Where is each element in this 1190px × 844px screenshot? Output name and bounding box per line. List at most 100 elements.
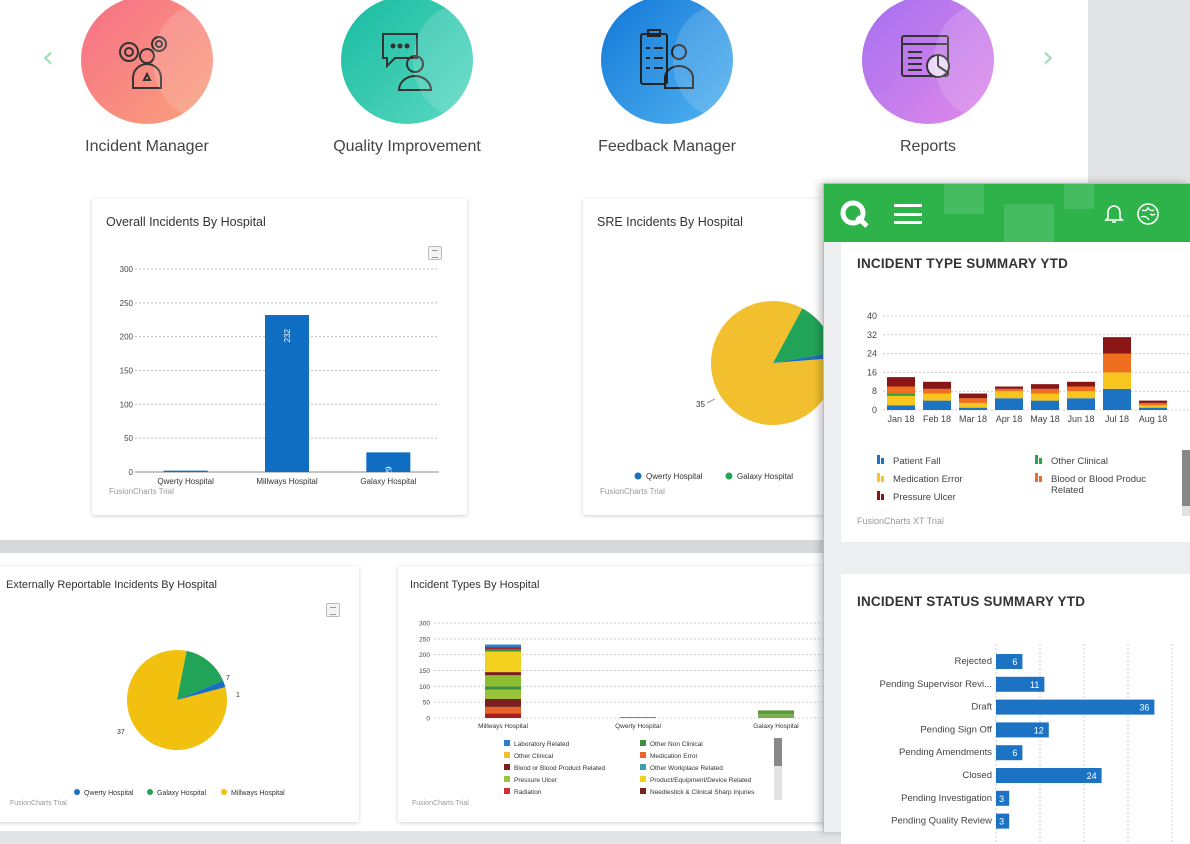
legend-label: Other Workplace Related (650, 765, 723, 772)
legend-marker (640, 764, 646, 770)
bar-segment (485, 651, 521, 673)
x-tick-label: Feb 18 (923, 414, 951, 424)
chevron-left-icon[interactable]: ‹ (42, 40, 54, 75)
bar-segment (1103, 388, 1131, 410)
bar-segment (923, 400, 951, 410)
legend-scroll-thumb (774, 738, 782, 766)
bar-segment (758, 710, 794, 715)
incident-status-summary-card: INCIDENT STATUS SUMMARY YTD Rejected 6 Pen… (841, 574, 1190, 844)
bar-segment (1103, 353, 1131, 373)
incident-status-summary-chart: Rejected 6 Pending Supervisor Revi... 11 Dra… (880, 644, 1173, 844)
bar-segment (485, 699, 521, 707)
bar-segment (485, 672, 521, 676)
trial-watermark: FusionCharts XT Trial (857, 516, 944, 526)
overall-incidents-card: Overall Incidents By Hospital 0 50 100 150 2… (92, 199, 467, 515)
legend-marker (640, 752, 646, 758)
trial-watermark: FusionCharts Trial (412, 800, 469, 807)
bar (366, 452, 411, 472)
module-circle[interactable] (862, 0, 994, 124)
y-tick-label: Rejected (955, 656, 993, 667)
legend-label: Millways Hospital (231, 790, 285, 797)
module-circle[interactable] (341, 0, 473, 124)
pie-label: 1 (236, 692, 240, 699)
module-quality-improvement[interactable]: Quality Improvement (307, 0, 507, 156)
module-reports[interactable]: Reports (828, 0, 1028, 156)
y-tick-label: 100 (419, 684, 430, 691)
legend-label: Radiation (514, 789, 542, 796)
bar (996, 813, 1010, 829)
bar-segment (1067, 391, 1095, 399)
chart-menu-icon[interactable] (428, 246, 442, 260)
report-pie-icon (901, 35, 950, 78)
y-tick-label: 300 (419, 621, 430, 628)
x-tick-label: Aug 18 (1139, 414, 1168, 424)
gears-person-icon (119, 36, 167, 89)
x-tick-label: Qwerty Hospital (615, 723, 661, 730)
bar (996, 676, 1045, 692)
x-tick-label: Millways Hospital (478, 723, 528, 730)
y-tick-label: 40 (867, 311, 877, 321)
y-tick-label: 50 (423, 700, 431, 707)
x-tick-label: Mar 18 (959, 414, 987, 424)
bar-segment (1139, 400, 1167, 403)
legend-label: Qwerty Hospital (646, 472, 703, 481)
bar (996, 768, 1102, 783)
globe-icon[interactable] (1136, 202, 1160, 226)
legend-label: Galaxy Hospital (157, 790, 206, 797)
legend-label: Galaxy Hospital (737, 472, 793, 481)
pie-slice (773, 352, 835, 363)
section-title: INCIDENT TYPE SUMMARY YTD (857, 256, 1069, 271)
module-feedback-manager[interactable]: Feedback Manager (567, 0, 767, 156)
x-tick-label: Jun 18 (1067, 414, 1094, 424)
bar-segment (887, 377, 915, 387)
x-tick-label: Jul 18 (1105, 414, 1129, 424)
bar-segment (485, 686, 521, 690)
q-logo-icon[interactable] (838, 198, 872, 228)
y-tick-label: Closed (962, 770, 992, 781)
legend-marker (634, 472, 642, 480)
bar-segment (758, 714, 794, 718)
legend-label: Pressure Ulcer (893, 492, 956, 503)
pie-label: 7 (226, 675, 230, 682)
legend-marker (877, 473, 880, 482)
module-circle[interactable] (81, 0, 213, 124)
legend-marker (640, 776, 646, 782)
card-title: Incident Types By Hospital (410, 579, 540, 591)
bar-segment (995, 398, 1023, 410)
chevron-right-icon[interactable]: › (1042, 40, 1054, 75)
legend-marker (74, 789, 80, 795)
bar-segment (1103, 337, 1131, 354)
module-incident-manager[interactable]: Incident Manager (47, 0, 247, 156)
leader-line (706, 398, 716, 404)
module-label: Feedback Manager (598, 138, 736, 155)
y-tick-label: 0 (872, 405, 877, 415)
bar-segment (485, 713, 521, 718)
y-tick-label: 300 (120, 265, 134, 274)
incident-types-stacked-chart: 0 50 100 150 200 250 300 Millways Hospital Qwert… (419, 621, 838, 800)
module-circle[interactable] (601, 0, 733, 124)
bar-segment (485, 648, 521, 652)
data-label: 6 (1012, 748, 1017, 758)
bar-segment (1103, 372, 1131, 389)
y-tick-label: Pending Supervisor Revi... (880, 679, 992, 690)
external-incidents-card: Externally Reportable Incidents By Hospi… (0, 566, 359, 822)
bar-segment (1067, 386, 1095, 392)
bell-icon[interactable] (1104, 202, 1124, 224)
menu-icon[interactable] (894, 204, 922, 224)
legend-marker (504, 752, 510, 758)
data-label: 6 (1012, 657, 1017, 667)
pie-slice (177, 680, 226, 700)
legend-marker (877, 455, 880, 464)
legend-marker (881, 458, 884, 464)
legend-label: Medication Error (650, 753, 699, 760)
y-tick-label: 150 (419, 668, 430, 675)
incident-types-card: Incident Types By Hospital 0 50 100 150 200 2… (398, 566, 838, 822)
card-title: Externally Reportable Incidents By Hospi… (6, 579, 217, 591)
legend-marker (504, 776, 510, 782)
legend-label: Product/Equipment/Device Related (650, 777, 752, 784)
legend-marker (725, 472, 733, 480)
chart-menu-icon[interactable] (326, 603, 340, 617)
legend-marker (1039, 476, 1042, 482)
pie-slice (177, 650, 224, 700)
pie-label: 35 (696, 400, 705, 409)
